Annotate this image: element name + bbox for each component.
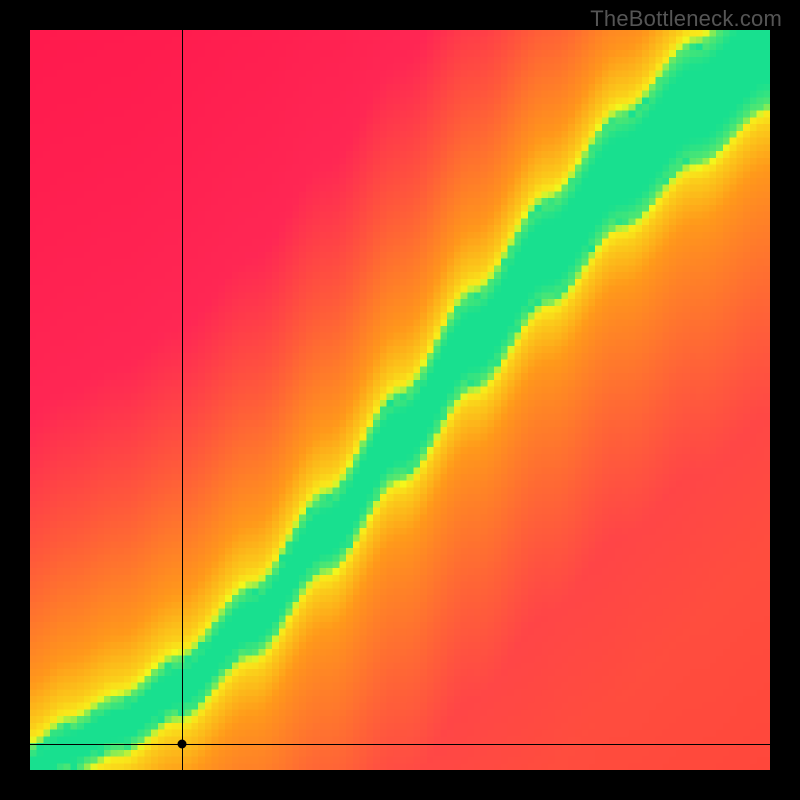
bottleneck-heatmap <box>30 30 770 770</box>
watermark-text: TheBottleneck.com <box>590 6 782 32</box>
heatmap-plot-area <box>30 30 770 770</box>
crosshair-marker-dot <box>177 740 186 749</box>
crosshair-vertical-line <box>182 30 183 770</box>
crosshair-horizontal-line <box>30 744 770 745</box>
